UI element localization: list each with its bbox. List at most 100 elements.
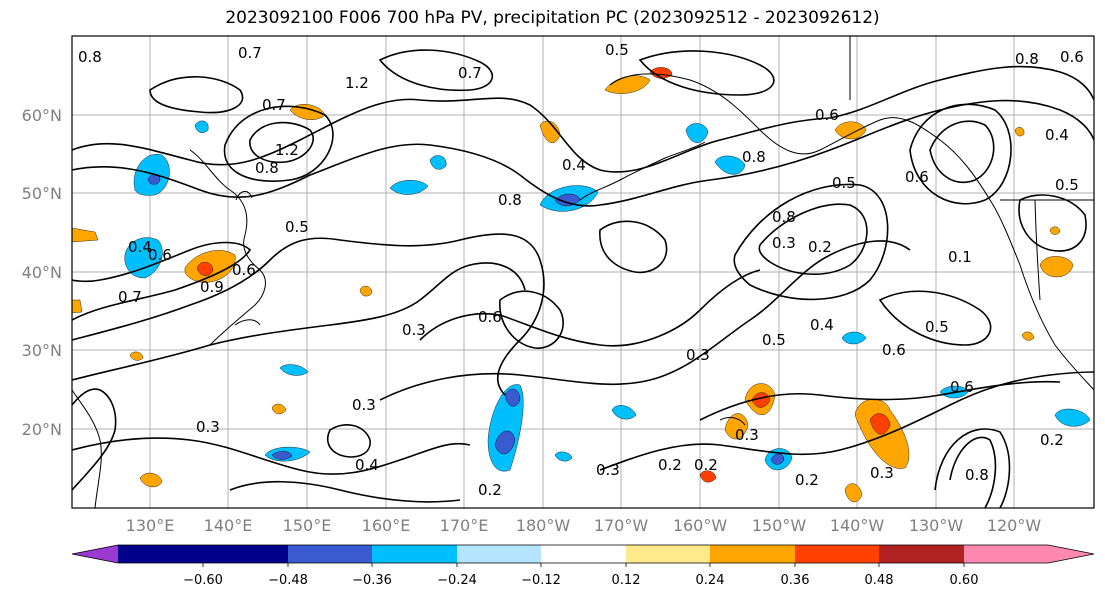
contour-label: 0.8	[742, 148, 766, 166]
contour-label: 0.5	[285, 218, 309, 236]
contour-label: 0.4	[128, 238, 152, 256]
lat-tick-label: 40°N	[22, 263, 62, 282]
contour-label: 0.5	[832, 174, 856, 192]
lon-tick-label: 160°W	[673, 516, 728, 535]
contour-label: 0.2	[694, 456, 718, 474]
contour-label: 0.3	[596, 461, 620, 479]
lon-tick-label: 160°E	[362, 516, 411, 535]
contour-label: 0.6	[905, 168, 929, 186]
colorbar-segment	[72, 545, 118, 563]
contour-label: 0.2	[658, 456, 682, 474]
contour-label: 0.5	[925, 318, 949, 336]
colorbar-segment	[626, 545, 710, 563]
contour-label: 1.2	[275, 141, 299, 159]
colorbar-tick-label: 0.12	[612, 573, 641, 588]
colorbar-outline	[71, 544, 1095, 564]
colorbar-tick-label: −0.36	[352, 573, 392, 588]
colorbar-tick-label: −0.48	[268, 573, 308, 588]
contour-label: 0.6	[478, 308, 502, 326]
contour-label: 0.4	[810, 316, 834, 334]
lat-tick-label: 60°N	[22, 106, 62, 125]
colorbar-segment	[1048, 545, 1094, 563]
colorbar-segment	[710, 545, 795, 563]
lon-tick-label: 140°W	[830, 516, 885, 535]
lon-tick-label: 170°W	[594, 516, 649, 535]
contour-label: 0.8	[772, 208, 796, 226]
contour-label: 0.8	[1015, 50, 1039, 68]
contour-label: 0.6	[815, 106, 839, 124]
lon-tick-label: 130°E	[126, 516, 175, 535]
contour-label: 0.1	[948, 248, 972, 266]
pv-contours	[72, 49, 1094, 508]
contour-label: 0.3	[686, 346, 710, 364]
colorbar-tick-label: −0.60	[183, 573, 223, 588]
colorbar-segment	[118, 545, 203, 563]
contour-label: 0.8	[965, 466, 989, 484]
contour-label: 0.6	[232, 261, 256, 279]
colorbar-segment	[964, 545, 1048, 563]
contour-label: 0.6	[148, 246, 172, 264]
contour-label: 0.6	[1060, 48, 1084, 66]
contour-label: 0.7	[118, 288, 142, 306]
contour-label: 0.3	[352, 396, 376, 414]
contour-label: 0.3	[196, 418, 220, 436]
contour-label: 0.7	[458, 64, 482, 82]
contour-label: 1.2	[345, 74, 369, 92]
lon-tick-label: 140°E	[204, 516, 253, 535]
lon-tick-label: 130°W	[909, 516, 964, 535]
lon-tick-label: 180°W	[516, 516, 571, 535]
contour-label: 0.9	[200, 278, 224, 296]
contour-label: 0.4	[1045, 126, 1069, 144]
contour-label: 0.3	[772, 234, 796, 252]
precip-shading	[72, 67, 1091, 503]
colorbar-tick-label: 0.48	[865, 573, 894, 588]
map-frame	[71, 35, 1095, 509]
contour-label: 0.3	[402, 321, 426, 339]
colorbar-segment	[288, 545, 372, 563]
contour-label: 0.5	[762, 331, 786, 349]
contour-label: 0.8	[78, 48, 102, 66]
contour-label: 0.7	[262, 96, 286, 114]
colorbar-tick-label: −0.12	[521, 573, 561, 588]
lat-axis: 60°N 50°N 40°N 30°N 20°N	[22, 106, 62, 439]
colorbar-tick-label: 0.24	[696, 573, 725, 588]
colorbar-segment	[203, 545, 288, 563]
lon-tick-label: 150°E	[283, 516, 332, 535]
contour-label: 0.4	[562, 156, 586, 174]
colorbar-segment	[541, 545, 626, 563]
contour-label: 0.6	[882, 341, 906, 359]
contour-labels: 0.8 0.7 1.2 0.7 0.7 0.5 0.6 1.2 0.8 0.4 …	[78, 41, 1084, 499]
colorbar-tick-label: 0.60	[950, 573, 979, 588]
lat-tick-label: 50°N	[22, 184, 62, 203]
colorbar-tick-label: 0.36	[781, 573, 810, 588]
contour-label: 0.2	[808, 238, 832, 256]
lon-axis: 130°E 140°E 150°E 160°E 170°E 180°W 170°…	[126, 516, 1042, 535]
contour-label: 0.2	[1040, 431, 1064, 449]
lat-tick-label: 30°N	[22, 341, 62, 360]
contour-label: 0.2	[795, 471, 819, 489]
contour-label: 0.6	[950, 378, 974, 396]
contour-label: 0.5	[605, 41, 629, 59]
map-title: 2023092100 F006 700 hPa PV, precipitatio…	[225, 8, 880, 28]
lon-tick-label: 170°E	[440, 516, 489, 535]
colorbar-segment	[372, 545, 457, 563]
colorbar-tick-label: −0.24	[437, 573, 477, 588]
lon-tick-label: 150°W	[752, 516, 807, 535]
colorbar: −0.60 −0.48 −0.36 −0.24 −0.12 0.12 0.24 …	[71, 544, 1095, 588]
colorbar-segment	[795, 545, 879, 563]
contour-label: 0.8	[255, 159, 279, 177]
contour-label: 0.3	[735, 426, 759, 444]
contour-label: 0.3	[870, 464, 894, 482]
coastlines	[72, 36, 1094, 508]
lon-tick-label: 120°W	[987, 516, 1042, 535]
colorbar-segment	[879, 545, 964, 563]
contour-label: 0.5	[1055, 176, 1079, 194]
lat-tick-label: 20°N	[22, 420, 62, 439]
map-panel: 0.8 0.7 1.2 0.7 0.7 0.5 0.6 1.2 0.8 0.4 …	[71, 35, 1095, 509]
contour-label: 0.4	[355, 456, 379, 474]
contour-label: 0.8	[498, 191, 522, 209]
colorbar-segment	[457, 545, 541, 563]
contour-label: 0.2	[478, 481, 502, 499]
contour-label: 0.7	[238, 44, 262, 62]
